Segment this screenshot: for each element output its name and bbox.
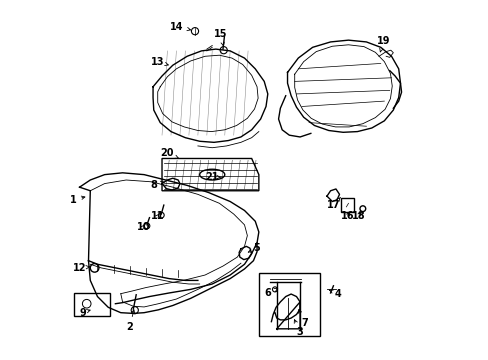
- Text: 18: 18: [351, 211, 365, 221]
- Text: 19: 19: [376, 36, 389, 52]
- Text: 12: 12: [73, 263, 89, 273]
- Text: 16: 16: [340, 211, 353, 221]
- Bar: [258, 273, 319, 336]
- Text: 14: 14: [170, 22, 190, 32]
- Text: 13: 13: [151, 57, 168, 67]
- Text: 21: 21: [204, 172, 221, 182]
- Text: 7: 7: [298, 310, 307, 328]
- Text: 17: 17: [326, 197, 340, 210]
- Text: 2: 2: [126, 310, 135, 332]
- Text: 1: 1: [70, 195, 85, 205]
- Text: 4: 4: [329, 289, 341, 299]
- Text: 9: 9: [79, 308, 90, 318]
- Text: 8: 8: [150, 180, 163, 190]
- Text: 11: 11: [151, 211, 164, 221]
- Text: 15: 15: [213, 29, 227, 46]
- Text: 3: 3: [294, 320, 303, 337]
- Text: 20: 20: [160, 148, 179, 158]
- Text: 10: 10: [136, 222, 150, 231]
- Text: 5: 5: [248, 243, 260, 253]
- Text: 6: 6: [264, 288, 277, 298]
